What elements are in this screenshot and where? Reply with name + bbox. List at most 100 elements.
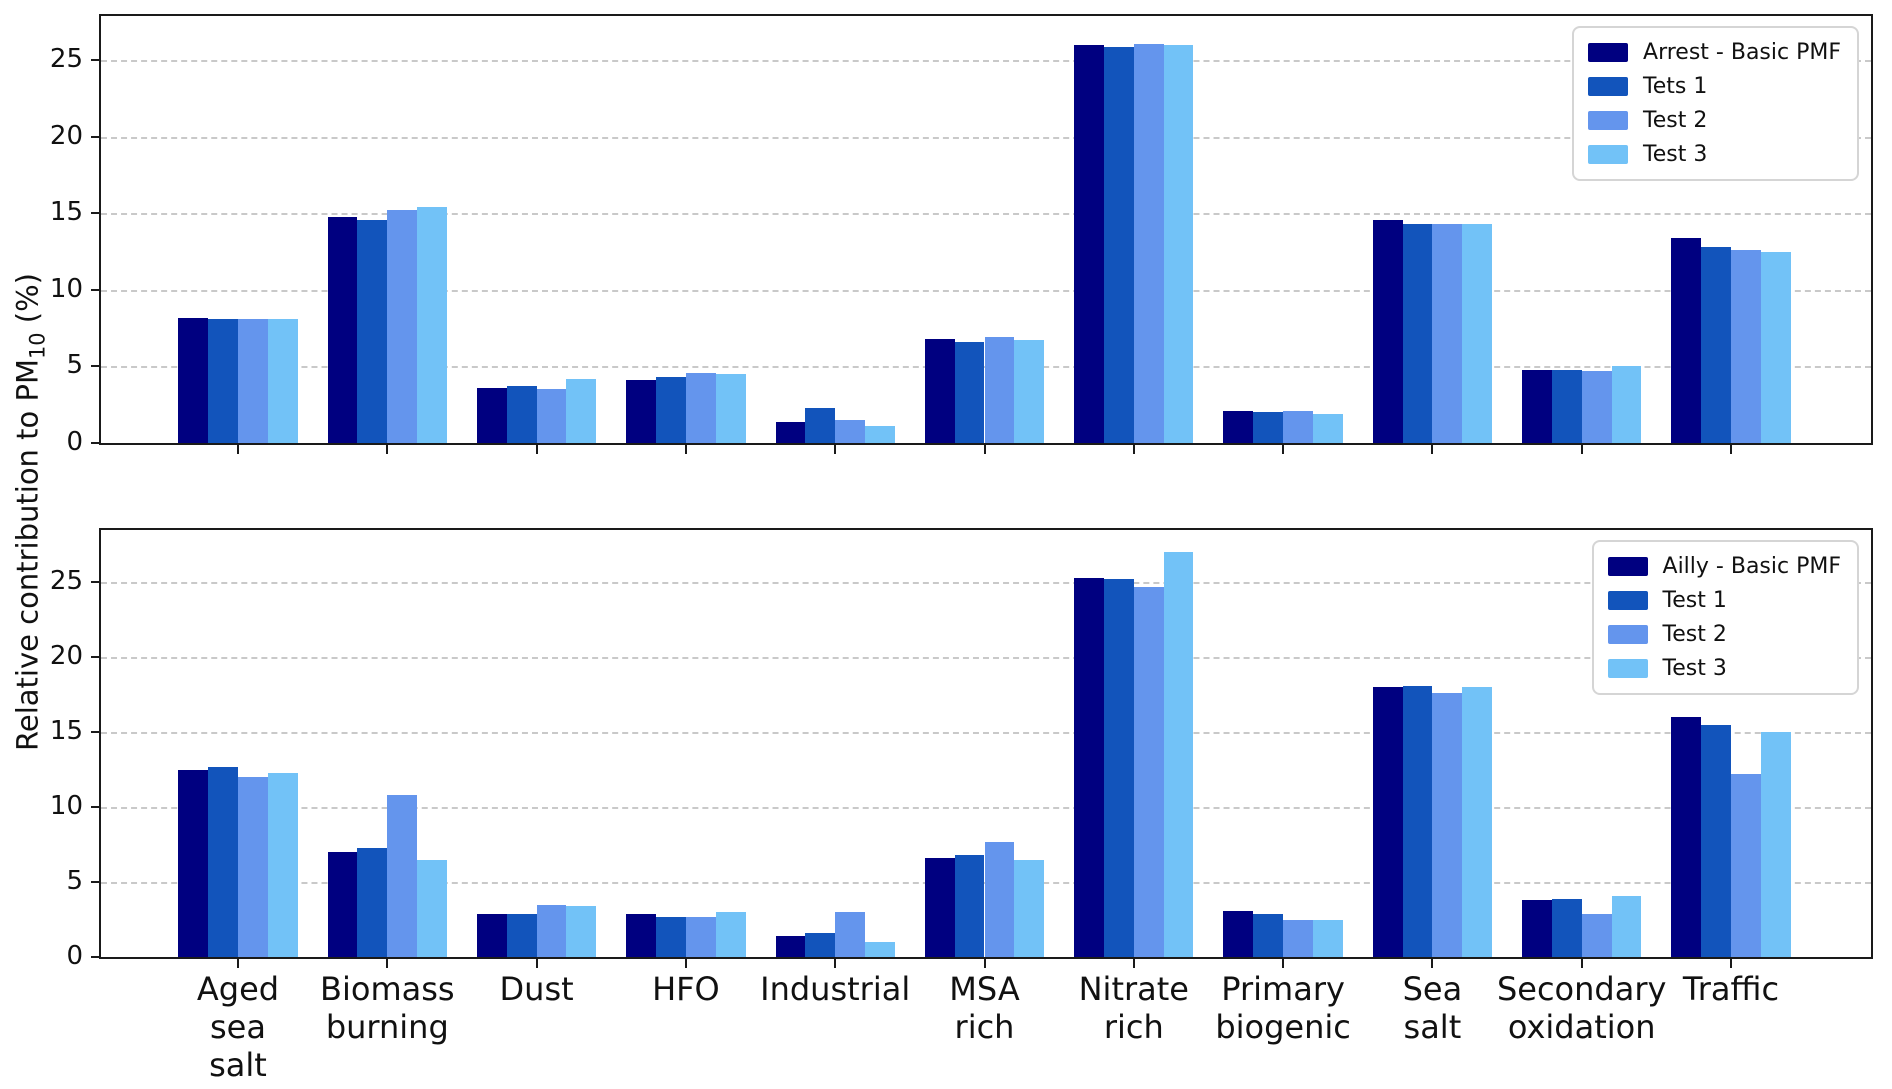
bar-bottom-series4-cat4 — [715, 912, 746, 957]
bar-top-series2-cat10 — [1551, 369, 1582, 443]
gridline-y20 — [101, 657, 1871, 660]
legend-swatch-icon — [1607, 625, 1648, 644]
y-tick-mark — [91, 881, 99, 884]
y-tick-mark — [91, 212, 99, 215]
legend-swatch-icon — [1607, 659, 1648, 678]
bar-top-series2-cat3 — [506, 386, 537, 443]
bar-top-series4-cat3 — [566, 378, 597, 443]
bar-bottom-series4-cat3 — [566, 906, 597, 957]
bar-bottom-series3-cat8 — [1283, 919, 1313, 957]
y-tick-label: 10 — [49, 791, 83, 822]
x-tick-mark — [237, 959, 239, 968]
y-tick-label: 10 — [49, 273, 83, 304]
bar-bottom-series3-cat1 — [238, 777, 268, 957]
bar-top-series2-cat2 — [357, 219, 388, 443]
bar-top-series3-cat6 — [984, 337, 1015, 443]
y-tick-label: 20 — [49, 641, 83, 672]
bar-top-series4-cat1 — [267, 319, 298, 443]
x-tick-label: Primary biogenic — [1215, 970, 1351, 1046]
bar-bottom-series1-cat2 — [327, 852, 358, 957]
x-tick-mark — [1580, 445, 1583, 454]
y-tick-label: 20 — [49, 120, 83, 151]
x-tick-label: MSA rich — [949, 970, 1020, 1046]
gridline-y20 — [101, 136, 1871, 139]
bar-top-series3-cat9 — [1432, 224, 1463, 443]
bar-bottom-series1-cat6 — [924, 858, 955, 957]
legend-item: Arrest - Basic PMF — [1588, 40, 1841, 65]
bar-bottom-series4-cat1 — [267, 772, 298, 957]
plot-area-top: Arrest - Basic PMF Tets 1 Test 2 Test 3 — [91, 14, 1873, 454]
bar-bottom-series2-cat9 — [1402, 685, 1433, 957]
legend-label: Tets 1 — [1643, 74, 1708, 99]
y-tick-mark — [91, 956, 99, 958]
bar-bottom-series1-cat1 — [178, 769, 209, 957]
bar-bottom-series1-cat11 — [1671, 717, 1702, 957]
bar-bottom-series3-cat9 — [1432, 693, 1463, 957]
plot-area-bottom: Ailly - Basic PMF Test 1 Test 2 Test 3 — [91, 528, 1873, 968]
bar-top-series2-cat1 — [208, 319, 238, 443]
y-tick-label: 25 — [49, 566, 83, 597]
legend-item: Test 3 — [1607, 656, 1841, 681]
legend-swatch-icon — [1607, 557, 1648, 576]
legend-label: Test 3 — [1643, 142, 1708, 167]
bar-bottom-series2-cat3 — [506, 913, 537, 957]
bar-bottom-series2-cat6 — [954, 855, 985, 957]
y-axis-title-text: Relative contribution to PM — [10, 359, 45, 751]
bar-bottom-series3-cat4 — [685, 916, 716, 957]
bar-bottom-series4-cat2 — [417, 859, 447, 957]
legend-bottom: Ailly - Basic PMF Test 1 Test 2 Test 3 — [1591, 540, 1859, 695]
x-tick-mark — [1431, 959, 1434, 968]
y-axis-title: Relative contribution to PM10 (%) — [11, 273, 50, 751]
x-tick-mark — [1282, 959, 1285, 968]
x-tick-mark — [834, 445, 837, 454]
bar-top-series3-cat2 — [387, 210, 418, 443]
bar-top-series2-cat4 — [656, 377, 686, 443]
x-tick-mark — [1282, 445, 1285, 454]
bar-top-series1-cat9 — [1372, 219, 1403, 443]
bar-top-series2-cat9 — [1402, 224, 1433, 443]
bar-top-series1-cat1 — [178, 317, 209, 443]
legend-swatch-icon — [1588, 43, 1629, 62]
bar-top-series3-cat7 — [1133, 43, 1164, 443]
bar-bottom-series4-cat9 — [1462, 687, 1493, 957]
bar-bottom-series4-cat10 — [1611, 895, 1642, 957]
bar-bottom-series3-cat10 — [1581, 913, 1612, 957]
legend-label: Arrest - Basic PMF — [1643, 40, 1841, 65]
bar-bottom-series2-cat8 — [1253, 913, 1284, 957]
legend-item: Test 3 — [1588, 142, 1841, 167]
x-tick-mark — [1730, 959, 1732, 968]
bar-top-series3-cat8 — [1283, 410, 1313, 443]
legend-item: Test 2 — [1607, 622, 1841, 647]
bar-top-series4-cat2 — [417, 207, 447, 443]
y-tick-mark — [91, 59, 99, 62]
bar-top-series4-cat5 — [865, 426, 895, 443]
x-tick-label: HFO — [652, 970, 720, 1008]
legend-item: Test 1 — [1607, 588, 1841, 613]
x-tick-mark — [834, 959, 837, 968]
bar-bottom-series2-cat10 — [1551, 898, 1582, 957]
x-tick-mark — [1132, 959, 1135, 968]
x-tick-mark — [237, 445, 239, 454]
bar-top-series4-cat4 — [715, 374, 746, 443]
gridline-y25 — [101, 60, 1871, 63]
bar-bottom-series1-cat10 — [1522, 900, 1552, 957]
bar-top-series1-cat7 — [1074, 45, 1104, 443]
bar-bottom-series3-cat6 — [984, 841, 1015, 957]
y-tick-label: 0 — [66, 941, 83, 971]
bar-top-series1-cat8 — [1223, 410, 1254, 443]
y-tick-mark — [91, 806, 99, 809]
bar-top-series3-cat4 — [685, 372, 716, 443]
bar-bottom-series4-cat7 — [1163, 552, 1194, 957]
y-tick-mark — [91, 365, 99, 368]
bar-top-series2-cat11 — [1701, 247, 1731, 443]
bar-top-series2-cat8 — [1253, 412, 1284, 443]
legend-label: Ailly - Basic PMF — [1662, 554, 1841, 579]
bar-bottom-series2-cat5 — [805, 933, 836, 957]
x-tick-label: Dust — [499, 970, 574, 1008]
bar-top-series1-cat11 — [1671, 237, 1702, 443]
bar-bottom-series2-cat2 — [357, 847, 388, 957]
x-tick-label: Secondary oxidation — [1496, 970, 1667, 1046]
y-tick-label: 5 — [66, 866, 83, 897]
y-tick-mark — [91, 442, 99, 444]
